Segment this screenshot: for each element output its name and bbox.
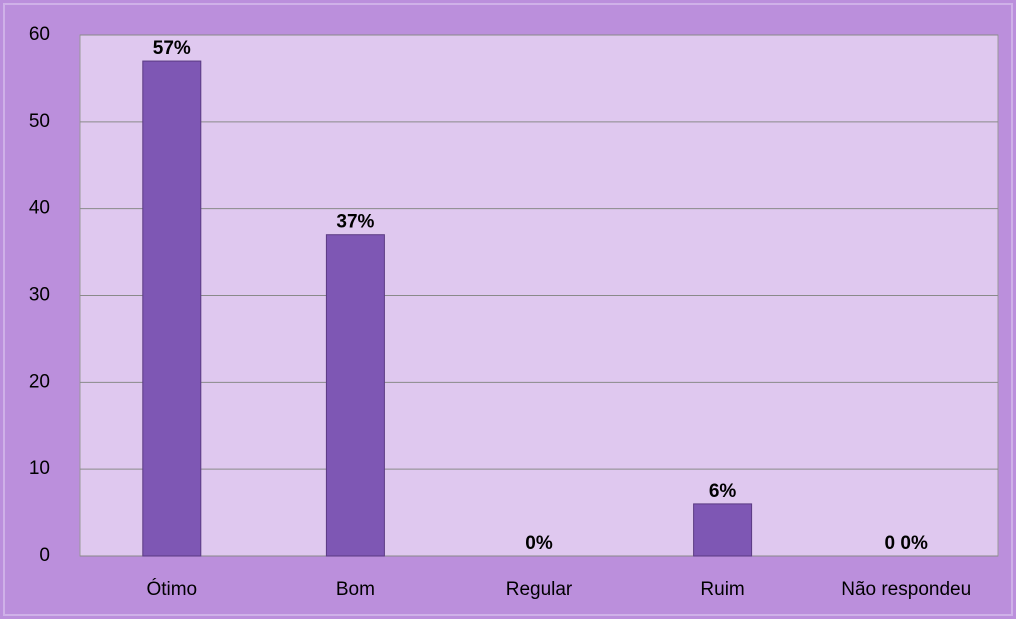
y-tick-label: 20 (29, 371, 50, 392)
value-label: 57% (153, 38, 191, 59)
chart-frame (3, 3, 1013, 616)
x-tick-label: Ótimo (146, 578, 197, 600)
x-tick-label: Regular (506, 579, 573, 600)
x-tick-label: Ruim (700, 579, 744, 600)
value-label: 0 0% (885, 533, 928, 554)
y-tick-label: 30 (29, 285, 50, 306)
bar (693, 503, 753, 557)
x-tick-label: Não respondeu (841, 579, 971, 600)
bar (325, 234, 385, 557)
y-tick-label: 60 (29, 24, 50, 45)
y-tick-label: 40 (29, 198, 50, 219)
bar (142, 60, 202, 557)
y-tick-label: 10 (29, 458, 50, 479)
value-label: 6% (709, 481, 737, 502)
x-tick-label: Bom (336, 579, 375, 600)
value-label: 0% (525, 533, 553, 554)
value-label: 37% (336, 212, 374, 233)
y-tick-label: 50 (29, 111, 50, 132)
y-tick-label: 0 (39, 545, 50, 566)
